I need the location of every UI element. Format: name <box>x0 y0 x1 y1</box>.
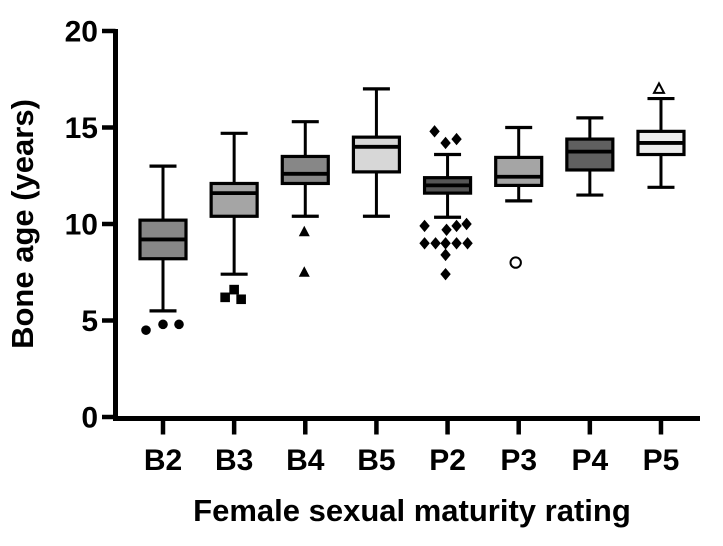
y-tick-label: 5 <box>81 305 98 338</box>
outlier-diamond-filled <box>429 125 440 138</box>
box-group-P5 <box>636 81 686 189</box>
box-group-P3 <box>494 125 544 269</box>
outlier-diamond-filled <box>462 237 473 250</box>
iqr-box <box>494 155 544 187</box>
y-axis-title: Bone age (years) <box>5 99 40 349</box>
outlier-diamond-filled <box>419 237 430 250</box>
y-tick-label: 20 <box>65 16 98 49</box>
box-group-B5 <box>351 87 402 218</box>
y-tick-label: 10 <box>65 209 98 242</box>
x-tick-label: B4 <box>286 444 325 477</box>
iqr-box <box>565 137 615 172</box>
x-tick-label: P4 <box>571 444 608 477</box>
axes: 0 5 10 15 20 B2 B3 B4 B5 P2 P3 P4 P5 Bone age (years)… <box>5 16 700 528</box>
outlier-square-filled <box>220 292 230 303</box>
outlier-diamond-filled <box>440 237 451 250</box>
outlier-diamond-filled <box>440 267 451 281</box>
box-group-B2 <box>138 164 188 335</box>
outlier-diamond-filled <box>451 219 462 233</box>
outlier-triangle-filled <box>298 266 310 277</box>
x-tick-label: B2 <box>144 444 182 477</box>
outlier-circle-filled <box>174 319 184 330</box>
outlier-diamond-filled <box>451 132 462 146</box>
box-group-P4 <box>565 116 615 197</box>
outlier-triangle-filled <box>298 225 310 237</box>
x-tick-label: B3 <box>215 444 253 477</box>
outlier-circle-open <box>509 256 522 269</box>
outlier-square-filled <box>229 284 239 295</box>
outlier-diamond-filled <box>441 223 452 236</box>
x-tick-label: P5 <box>643 444 680 477</box>
outlier-circle-filled <box>158 319 168 330</box>
x-tick-label: P2 <box>429 444 466 477</box>
box-group-B4 <box>280 120 330 277</box>
x-tick-label: P3 <box>500 444 537 477</box>
box-group-B3 <box>209 131 259 305</box>
box-group-P2 <box>419 125 473 281</box>
iqr-box <box>209 181 259 218</box>
iqr-box <box>351 135 402 174</box>
outlier-triangle-open <box>652 81 666 94</box>
outlier-circle-filled <box>141 325 151 335</box>
iqr-box <box>280 154 330 186</box>
outlier-square-filled <box>236 294 246 305</box>
x-tick-label: B5 <box>357 444 395 477</box>
outlier-diamond-filled <box>461 217 472 231</box>
outlier-diamond-filled <box>419 219 430 233</box>
outlier-diamond-filled <box>451 237 462 250</box>
y-tick-label: 0 <box>81 402 98 435</box>
outlier-diamond-filled <box>430 237 441 250</box>
y-tick-label: 15 <box>65 112 98 145</box>
x-axis-title: Female sexual maturity rating <box>193 493 631 528</box>
outlier-diamond-filled <box>440 136 451 150</box>
outlier-diamond-filled <box>440 248 451 262</box>
